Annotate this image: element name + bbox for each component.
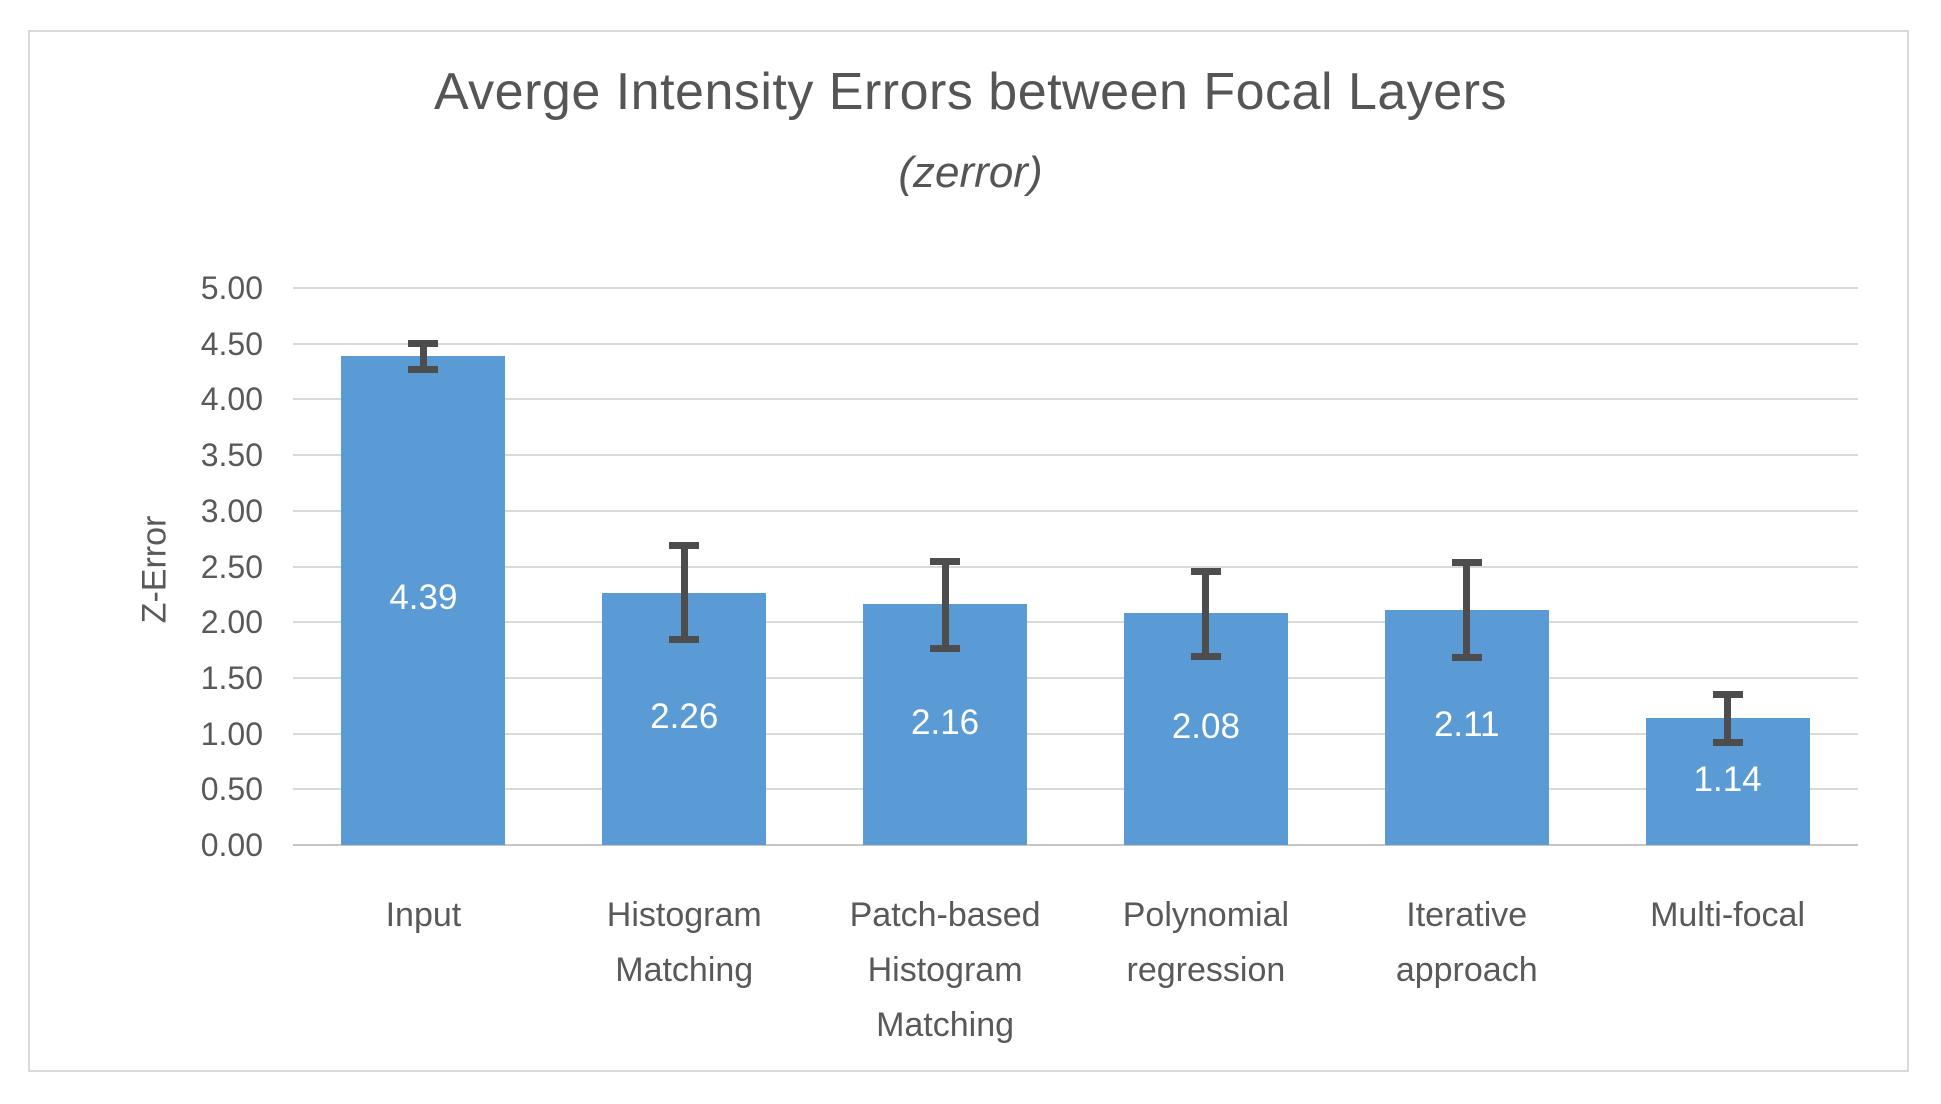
gridline bbox=[293, 342, 1858, 345]
gridline bbox=[293, 621, 1858, 624]
error-bar-line bbox=[941, 557, 949, 653]
gridline bbox=[293, 398, 1858, 401]
bar-column: 2.16 bbox=[815, 288, 1076, 845]
bar-column: 2.11 bbox=[1336, 288, 1597, 845]
x-category-label: Multi-focal bbox=[1650, 896, 1806, 934]
chart-subtitle: (zerror) bbox=[898, 148, 1043, 197]
error-bar-top-cap bbox=[669, 541, 700, 549]
y-tick-label: 4.50 bbox=[200, 325, 263, 362]
bar-column: 2.08 bbox=[1076, 288, 1337, 845]
bar-column: 2.26 bbox=[554, 288, 815, 845]
gridline bbox=[293, 287, 1858, 289]
bar bbox=[341, 355, 506, 845]
error-bar-line bbox=[680, 541, 688, 644]
gridline bbox=[293, 509, 1858, 512]
gridline bbox=[293, 732, 1858, 735]
bar-column: 1.14 bbox=[1597, 288, 1858, 845]
error-bar-line bbox=[1202, 567, 1210, 661]
plot-area: 4.39 2.26 2.16 2.08 2.11 1.14 bbox=[293, 287, 1858, 846]
error-bar-bottom-cap bbox=[408, 365, 439, 373]
y-tick-label: 2.50 bbox=[200, 548, 263, 585]
chart-title: Averge Intensity Errors between Focal La… bbox=[433, 63, 1508, 121]
gridline bbox=[293, 788, 1858, 791]
y-tick-label: 2.00 bbox=[200, 604, 263, 641]
error-bar-line bbox=[1463, 558, 1471, 662]
error-bar-top-cap bbox=[408, 340, 439, 348]
error-bar-line bbox=[419, 340, 427, 373]
y-tick-label: 3.50 bbox=[200, 437, 263, 474]
y-tick-label: 0.00 bbox=[200, 827, 263, 863]
gridline bbox=[293, 454, 1858, 457]
bar-value-label: 2.26 bbox=[650, 697, 719, 737]
x-category-label: Input bbox=[385, 896, 462, 934]
error-bar-bottom-cap bbox=[930, 645, 961, 653]
error-bar-top-cap bbox=[930, 557, 961, 565]
bar-value-label: 4.39 bbox=[389, 578, 458, 618]
error-bar-top-cap bbox=[1190, 567, 1221, 575]
error-bar-line bbox=[1724, 691, 1732, 746]
x-category-label: Patch-based Histogram Matching bbox=[849, 896, 1041, 1044]
x-category-label: Polynomial regression bbox=[1122, 896, 1290, 989]
error-bar-bottom-cap bbox=[1190, 653, 1221, 661]
y-tick-label: 5.00 bbox=[200, 270, 263, 306]
bar-value-label: 2.08 bbox=[1171, 707, 1240, 747]
error-bar-bottom-cap bbox=[669, 636, 700, 644]
bar-value-label: 1.14 bbox=[1693, 759, 1762, 799]
y-tick-label: 1.00 bbox=[200, 715, 263, 752]
x-category-label: Histogram Matching bbox=[606, 896, 762, 989]
y-tick-label: 0.50 bbox=[200, 771, 263, 808]
gridline bbox=[293, 565, 1858, 568]
bar-value-label: 2.11 bbox=[1433, 705, 1500, 745]
error-bar-top-cap bbox=[1712, 691, 1743, 699]
y-tick-label: 1.50 bbox=[200, 659, 263, 696]
error-bar-bottom-cap bbox=[1712, 738, 1743, 746]
error-bar-top-cap bbox=[1451, 558, 1482, 566]
y-tick-label: 3.00 bbox=[200, 492, 263, 529]
error-bar-bottom-cap bbox=[1451, 654, 1482, 662]
y-tick-label: 4.00 bbox=[200, 381, 263, 418]
bar-column: 4.39 bbox=[293, 288, 554, 845]
x-category-label: Iterative approach bbox=[1395, 896, 1538, 989]
x-axis-line bbox=[293, 844, 1858, 846]
x-axis-category-labels: Input Histogram Matching Patch-based Histo… bbox=[293, 888, 1858, 1053]
gridline bbox=[293, 676, 1858, 679]
bar-value-label: 2.16 bbox=[911, 702, 980, 742]
